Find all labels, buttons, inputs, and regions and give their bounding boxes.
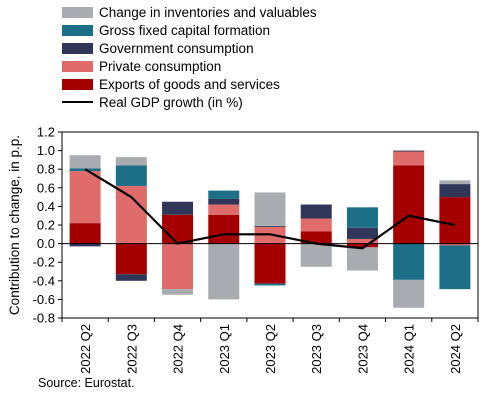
- y-tick-label: 1.0: [37, 143, 55, 158]
- bar-segment: [346, 227, 378, 239]
- legend-label-government: Government consumption: [99, 40, 254, 56]
- bar-segment: [254, 192, 286, 226]
- y-tick-label: 0.6: [37, 180, 55, 195]
- bar-segment: [346, 207, 378, 228]
- bar-segment: [300, 204, 332, 219]
- bar-segment: [69, 155, 101, 169]
- bar-segment: [254, 225, 286, 227]
- y-axis-title: Contribution to change, in p.p.: [7, 135, 22, 315]
- bar-segment: [393, 279, 425, 308]
- bar-segment: [115, 243, 147, 275]
- bar-segment: [162, 201, 194, 215]
- bar-segment: [208, 204, 240, 215]
- chart-legend: Change in inventories and valuables Gros…: [62, 3, 317, 111]
- bar-segment: [393, 165, 425, 244]
- legend-swatch-exports: [62, 78, 93, 90]
- y-tick-label: 0.0: [37, 236, 55, 251]
- bar-segment: [393, 151, 425, 166]
- bar-segment: [162, 243, 194, 290]
- gdp-growth-line: [84, 168, 456, 250]
- bar-segment: [439, 184, 471, 198]
- x-tick-label: 2023 Q1: [217, 324, 232, 374]
- bar-segment: [346, 247, 378, 271]
- axes-layer: [58, 131, 479, 322]
- bar-segment: [115, 274, 147, 281]
- legend-label-inventories: Change in inventories and valuables: [99, 4, 317, 20]
- y-tick-label: 0.2: [37, 218, 55, 233]
- x-tick-label: 2022 Q2: [78, 324, 93, 374]
- bar-segment: [115, 157, 147, 166]
- bar-segment: [208, 190, 240, 199]
- legend-label-private: Private consumption: [99, 58, 222, 74]
- y-tick-label: 1.2: [37, 125, 55, 140]
- legend-swatch-inventories: [62, 6, 93, 18]
- legend-swatch-gfcf: [62, 24, 93, 36]
- bar-segment: [208, 214, 240, 244]
- bar-segment: [346, 238, 378, 244]
- legend-item-inventories: Change in inventories and valuables: [62, 3, 317, 21]
- bar-segment: [393, 150, 425, 152]
- bar-segment: [439, 197, 471, 244]
- legend-item-gdp: Real GDP growth (in %): [62, 93, 317, 111]
- labels-layer: -0.8 -0.6 -0.4 -0.2 0.0 0.2 0.4 0.6 0.8 1.0 1.2 202…: [7, 125, 463, 374]
- bar-segment: [300, 231, 332, 244]
- legend-item-government: Government consumption: [62, 39, 317, 57]
- legend-item-gfcf: Gross fixed capital formation: [62, 21, 317, 39]
- bar-segment: [439, 180, 471, 185]
- bar-segment: [115, 165, 147, 186]
- y-tick-label: -0.4: [33, 273, 55, 288]
- x-tick-label: 2022 Q3: [124, 324, 139, 374]
- legend-item-exports: Exports of goods and services: [62, 75, 317, 93]
- bar-segment: [300, 243, 332, 267]
- x-tick-label: 2023 Q2: [263, 324, 278, 374]
- x-tick-label: 2024 Q2: [448, 324, 463, 374]
- bar-segment: [208, 243, 240, 300]
- legend-label-gfcf: Gross fixed capital formation: [99, 22, 271, 38]
- bar-segment: [162, 214, 194, 244]
- bar-segment: [69, 243, 101, 247]
- y-tick-label: -0.6: [33, 292, 55, 307]
- bar-segment: [393, 243, 425, 280]
- y-tick-label: -0.8: [33, 311, 55, 326]
- bar-segment: [69, 171, 101, 224]
- gdp-line-layer: [84, 168, 456, 250]
- legend-swatch-private: [62, 60, 93, 72]
- bar-segment: [254, 243, 286, 284]
- x-tick-label: 2023 Q4: [355, 324, 370, 374]
- x-tick-label: 2023 Q3: [309, 324, 324, 374]
- y-tick-label: 0.4: [37, 199, 55, 214]
- bars-layer: [69, 150, 471, 308]
- source-note: Source: Eurostat.: [38, 376, 135, 390]
- bar-segment: [254, 283, 286, 286]
- legend-label-gdp: Real GDP growth (in %): [99, 94, 243, 110]
- bar-segment: [115, 185, 147, 244]
- legend-item-private: Private consumption: [62, 57, 317, 75]
- x-tick-label: 2024 Q1: [402, 324, 417, 374]
- bar-segment: [439, 245, 471, 290]
- x-tick-label: 2022 Q4: [171, 324, 186, 374]
- bar-segment: [208, 198, 240, 205]
- legend-swatch-gdp: [62, 101, 93, 103]
- bar-segment: [346, 243, 378, 248]
- bar-segment: [439, 243, 471, 246]
- legend-label-exports: Exports of goods and services: [99, 76, 280, 92]
- legend-swatch-government: [62, 42, 93, 54]
- bar-segment: [162, 289, 194, 295]
- y-tick-label: -0.2: [33, 255, 55, 270]
- bar-segment: [69, 223, 101, 244]
- bar-segment: [300, 218, 332, 232]
- y-tick-label: 0.8: [37, 162, 55, 177]
